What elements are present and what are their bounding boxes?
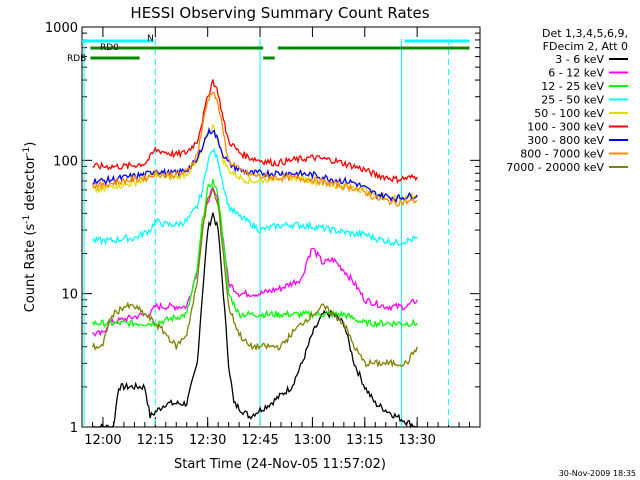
x-tick-label: 12:45	[241, 433, 278, 448]
y-axis-label-end: )	[23, 142, 38, 147]
legend-entry-label: 100 - 300 keV	[527, 121, 604, 134]
legend-entry-label: 7000 - 20000 keV	[506, 161, 604, 174]
x-tick-label: 12:15	[137, 433, 174, 448]
x-axis-ticks: 12:00 12:15 12:30 12:45 13:00 13:15 13:30	[81, 27, 481, 448]
x-tick-label: 13:00	[294, 433, 331, 448]
x-tick-label: 13:15	[346, 433, 383, 448]
legend-header-line-1: Det 1,3,4,5,6,9,	[542, 27, 628, 40]
series-line	[91, 91, 418, 207]
x-tick-label: 12:30	[189, 433, 226, 448]
legend-entry-label: 6 - 12 keV	[548, 67, 604, 80]
legend-entry-label: 3 - 6 keV	[555, 53, 604, 66]
series-line	[92, 212, 418, 429]
state-bars: N RD0 RDB	[67, 34, 470, 64]
y-axis-label-mid: detector	[23, 155, 38, 215]
state-bar-label: N	[147, 34, 154, 44]
y-axis-label-main: Count Rate (s	[23, 224, 38, 313]
state-bar-label: RDB	[67, 54, 86, 64]
series-line	[91, 178, 418, 329]
legend-entry-label: 800 - 7000 keV	[520, 148, 604, 161]
legend-header-line-2: FDecim 2, Att 0	[543, 40, 628, 53]
series-line	[91, 186, 418, 369]
chart-title: HESSI Observing Summary Count Rates	[130, 4, 429, 22]
legend-entry-label: 50 - 100 keV	[534, 107, 604, 120]
y-tick-label: 10	[61, 288, 78, 303]
y-tick-label: 1000	[45, 21, 78, 36]
legend: Det 1,3,4,5,6,9, FDecim 2, Att 0 3 - 6 k…	[506, 27, 628, 174]
legend-entry-label: 300 - 800 keV	[527, 134, 604, 147]
legend-entry-label: 25 - 50 keV	[541, 94, 604, 107]
series-line	[92, 126, 418, 204]
series-line	[91, 147, 418, 247]
footer-timestamp: 30-Nov-2009 18:35	[559, 469, 636, 478]
vertical-markers	[83, 39, 450, 427]
x-tick-label: 13:30	[398, 433, 435, 448]
x-tick-label: 12:00	[84, 433, 121, 448]
state-bar-label: RD0	[100, 43, 119, 53]
y-axis-label-sup1: -1	[22, 215, 32, 224]
x-axis-label: Start Time (24-Nov-05 11:57:02)	[174, 457, 386, 472]
y-axis-label: Count Rate (s-1 detector-1)	[22, 142, 38, 313]
y-tick-label: 1	[70, 421, 78, 436]
y-axis-ticks: 1 10 100 1000	[45, 21, 480, 436]
series-line	[91, 186, 418, 337]
legend-entry-label: 12 - 25 keV	[541, 80, 604, 93]
series-line	[92, 79, 418, 185]
y-axis-label-sup2: -1	[22, 147, 32, 156]
series-lines	[91, 79, 418, 429]
y-tick-label: 100	[53, 154, 78, 169]
